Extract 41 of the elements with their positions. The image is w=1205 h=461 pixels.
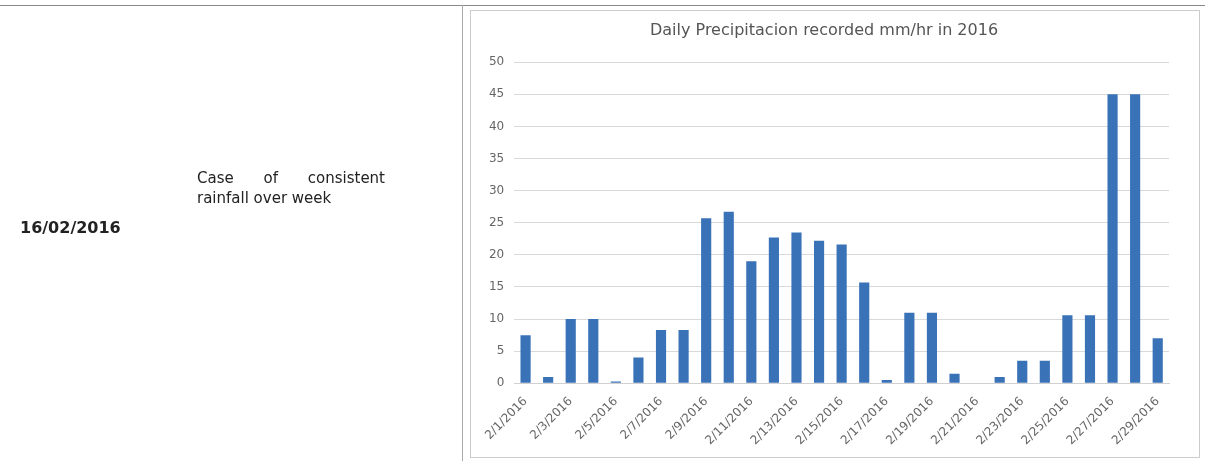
y-tick-label: 50 [488, 54, 505, 69]
y-tick-label: 25 [488, 214, 505, 229]
bar [723, 211, 734, 383]
bar [859, 282, 870, 383]
bar [1062, 315, 1073, 383]
bar [1017, 360, 1028, 383]
bar [813, 240, 825, 383]
bar [949, 373, 960, 383]
bar [565, 319, 576, 383]
bar [633, 357, 644, 383]
bar [520, 335, 531, 383]
bar [994, 376, 1005, 383]
y-tick-label: 45 [488, 86, 505, 101]
text: 16/02/2016 [20, 218, 121, 237]
bar [1107, 94, 1118, 383]
bar [655, 330, 667, 383]
bar [791, 232, 802, 383]
bar [1039, 360, 1050, 383]
chart-title: Daily Precipitacion recorded mm/hr in 2016 [649, 19, 999, 39]
y-tick-label: 15 [488, 279, 505, 294]
bar [881, 380, 892, 383]
bar [836, 244, 847, 383]
bar [701, 218, 712, 383]
bar [926, 312, 938, 383]
bar [588, 319, 599, 383]
y-tick-label: 0 [496, 375, 505, 390]
bar [543, 376, 554, 383]
bar [904, 312, 915, 383]
bar [746, 261, 757, 383]
y-tick-label: 10 [488, 311, 505, 326]
y-tick-label: 5 [496, 343, 505, 358]
bar [768, 237, 779, 383]
y-tick-label: 20 [488, 246, 505, 261]
y-tick-label: 30 [488, 182, 505, 197]
y-tick-label: 35 [488, 150, 505, 165]
y-tick-label: 40 [488, 118, 505, 133]
text: Case of consistent rainfall over week [197, 168, 385, 208]
bar [678, 330, 689, 383]
bar [1130, 94, 1141, 383]
bar [1084, 315, 1096, 383]
bar [1152, 338, 1163, 383]
